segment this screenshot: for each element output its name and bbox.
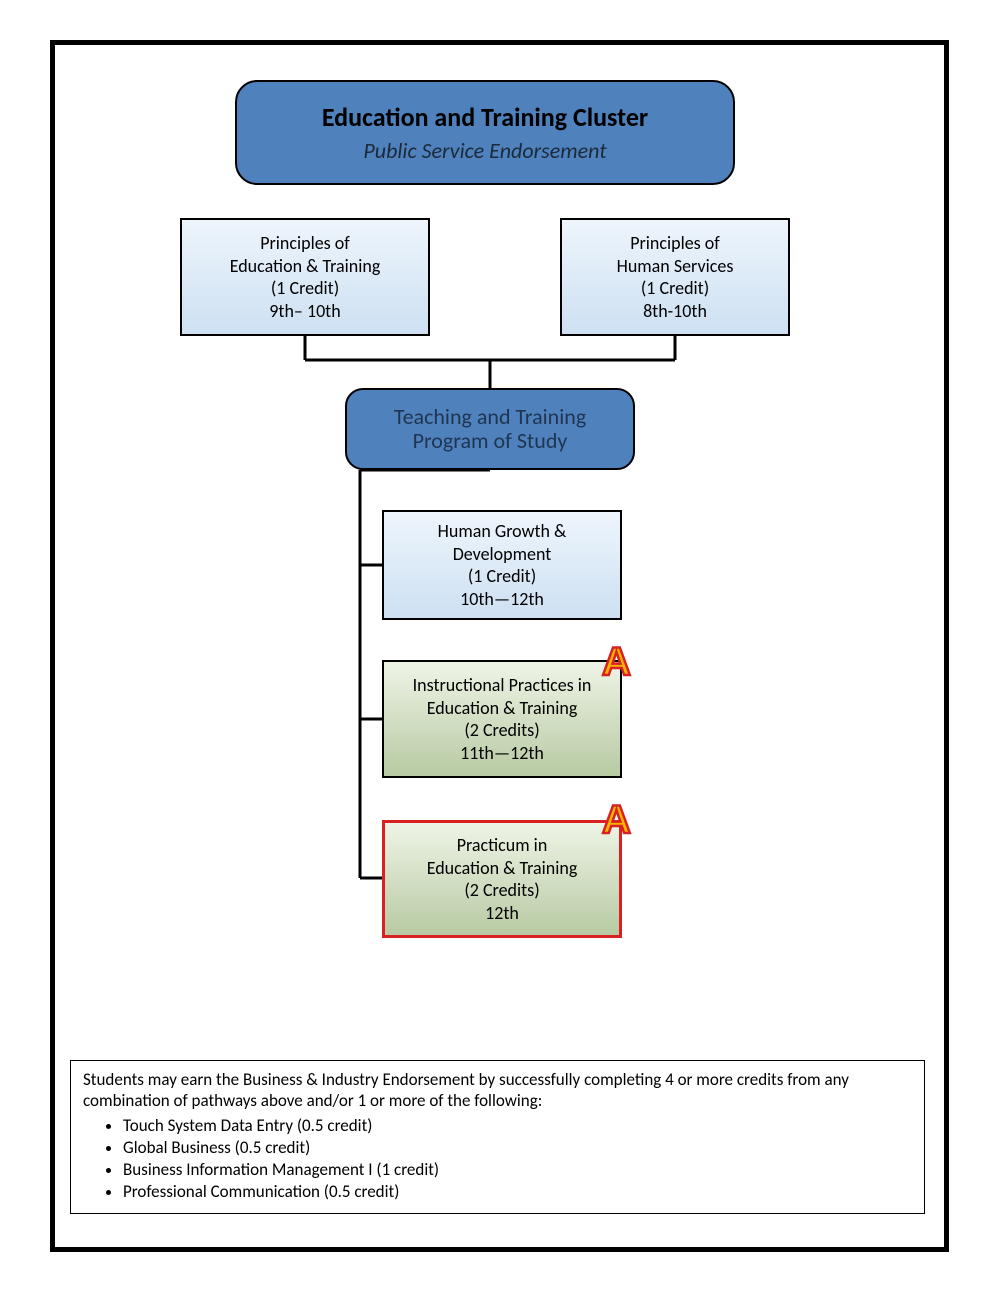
course-line: Development: [453, 543, 552, 566]
course-line: 9th– 10th: [269, 300, 340, 323]
footer-bullet: Touch System Data Entry (0.5 credit): [123, 1115, 912, 1136]
course-line: 10th—12th: [460, 588, 544, 611]
footer-intro: Students may earn the Business & Industr…: [83, 1069, 912, 1111]
course-line: Education & Training: [427, 857, 578, 880]
human-growth-node: Human Growth & Development (1 Credit) 10…: [382, 510, 622, 620]
footer-box: Students may earn the Business & Industr…: [70, 1060, 925, 1214]
hub-line: Teaching and Training: [394, 405, 586, 429]
footer-bullet: Global Business (0.5 credit): [123, 1137, 912, 1158]
a-badge-icon: A: [602, 640, 631, 685]
course-line: Practicum in: [457, 834, 548, 857]
instructional-practices-node: Instructional Practices in Education & T…: [382, 660, 622, 778]
course-line: (2 Credits): [464, 879, 539, 902]
course-line: Instructional Practices in: [413, 674, 592, 697]
course-line: Principles of: [630, 232, 720, 255]
course-line: Human Growth &: [438, 520, 567, 543]
course-line: (1 Credit): [641, 277, 709, 300]
course-line: Education & Training: [427, 697, 578, 720]
title-sub: Public Service Endorsement: [363, 137, 606, 165]
title-node: Education and Training Cluster Public Se…: [235, 80, 735, 185]
program-of-study-hub: Teaching and Training Program of Study: [345, 388, 635, 470]
principles-human-services-node: Principles of Human Services (1 Credit) …: [560, 218, 790, 336]
course-line: (1 Credit): [468, 565, 536, 588]
footer-bullet: Professional Communication (0.5 credit): [123, 1181, 912, 1202]
course-line: Principles of: [260, 232, 350, 255]
title-main: Education and Training Cluster: [322, 101, 648, 134]
footer-bullet-list: Touch System Data Entry (0.5 credit) Glo…: [83, 1115, 912, 1202]
principles-education-training-node: Principles of Education & Training (1 Cr…: [180, 218, 430, 336]
course-line: 8th-10th: [643, 300, 707, 323]
course-line: Education & Training: [230, 255, 381, 278]
course-line: (1 Credit): [271, 277, 339, 300]
course-line: Human Services: [617, 255, 734, 278]
footer-bullet: Business Information Management I (1 cre…: [123, 1159, 912, 1180]
course-line: 12th: [485, 902, 519, 925]
page: Education and Training Cluster Public Se…: [0, 0, 999, 1292]
course-line: (2 Credits): [464, 719, 539, 742]
a-badge-icon: A: [602, 798, 631, 843]
hub-line: Program of Study: [413, 429, 568, 453]
course-line: 11th—12th: [460, 742, 544, 765]
practicum-node: Practicum in Education & Training (2 Cre…: [382, 820, 622, 938]
